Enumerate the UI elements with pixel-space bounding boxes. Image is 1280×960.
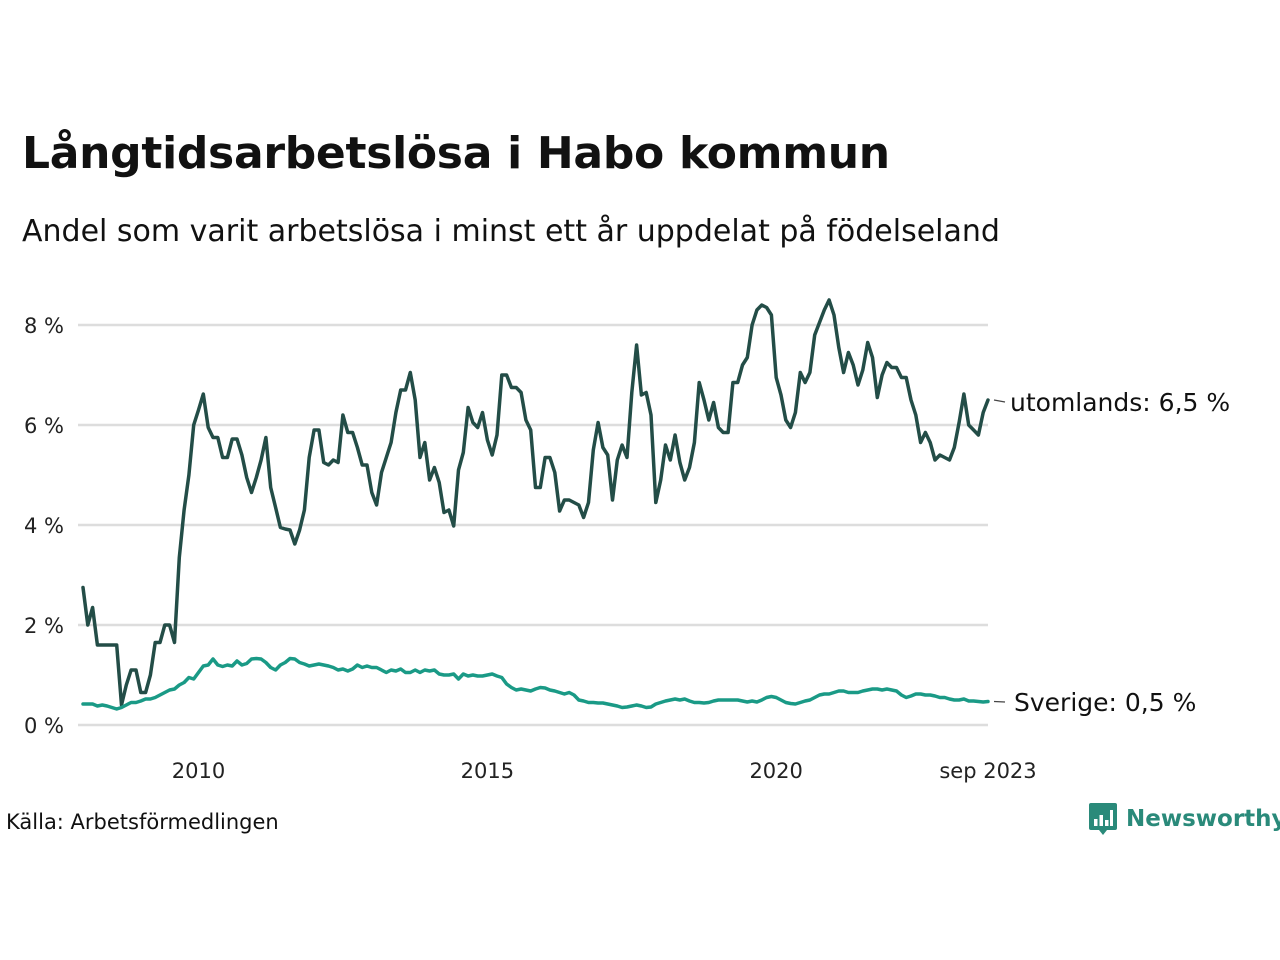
end-label-connector [993, 700, 1006, 703]
y-tick-label: 0 % [24, 714, 64, 738]
series-end-labels: utomlands: 6,5 % Sverige: 0,5 % [993, 388, 1230, 717]
x-axis-ticks: 2010 2015 2020 sep 2023 [172, 759, 1037, 783]
chart-title: Långtidsarbetslösa i Habo kommun [22, 128, 890, 179]
end-label-sverige: Sverige: 0,5 % [1014, 688, 1196, 717]
y-tick-label: 8 % [24, 314, 64, 338]
x-tick-label: 2015 [461, 759, 514, 783]
y-tick-label: 4 % [24, 514, 64, 538]
series-line-utomlands [81, 298, 990, 707]
y-tick-label: 6 % [24, 414, 64, 438]
gridlines [78, 323, 988, 727]
series-line-sverige [81, 656, 990, 711]
source-note: Källa: Arbetsförmedlingen [6, 810, 279, 834]
end-label-utomlands: utomlands: 6,5 % [1010, 388, 1230, 417]
x-tick-label: 2010 [172, 759, 225, 783]
chart-subtitle: Andel som varit arbetslösa i minst ett å… [22, 214, 1000, 249]
newsworthy-logo-icon [1089, 803, 1117, 835]
brand-name: Newsworthy [1126, 806, 1280, 832]
y-axis-ticks: 0 % 2 % 4 % 6 % 8 % [24, 314, 64, 738]
series-lines [81, 298, 990, 711]
y-tick-label: 2 % [24, 614, 64, 638]
x-tick-label: sep 2023 [939, 759, 1036, 783]
x-tick-label: 2020 [749, 759, 802, 783]
end-label-connector [993, 399, 1006, 403]
brand-logo: Newsworthy [1088, 802, 1280, 836]
